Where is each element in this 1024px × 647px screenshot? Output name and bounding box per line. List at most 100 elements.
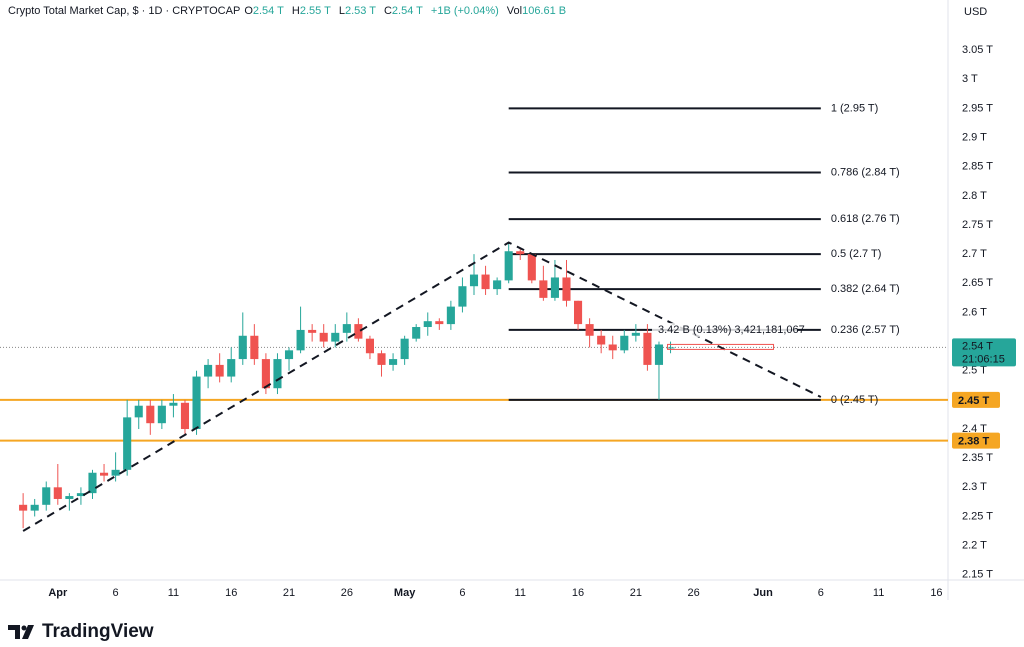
title: Crypto Total Market Cap, $ · 1D · CRYPTO…: [8, 5, 241, 17]
header-value: 2.54 T: [252, 5, 284, 17]
candle-body: [319, 332, 328, 342]
y-tick-label: 2.95 T: [962, 102, 993, 114]
candle-body: [134, 405, 143, 418]
x-tick-label: 6: [459, 587, 465, 599]
candle-body: [146, 405, 155, 424]
candle-body: [111, 469, 120, 476]
countdown: 21:06:15: [962, 353, 1005, 365]
y-tick-label: 2.5 T: [962, 365, 987, 377]
candle-body: [493, 280, 502, 290]
candle-body: [562, 277, 571, 301]
x-tick-label: 16: [930, 587, 942, 599]
candle-body: [76, 493, 85, 497]
candle-body: [19, 504, 28, 511]
brand: TradingView: [8, 621, 154, 643]
x-tick-label: 11: [168, 587, 179, 599]
x-tick-label: 26: [688, 587, 700, 599]
x-tick-label: 11: [515, 587, 526, 599]
candle-body: [620, 335, 629, 351]
fib-label: 0.382 (2.64 T): [831, 283, 900, 295]
header-value: 106.61 B: [522, 5, 567, 17]
brand-name: TradingView: [42, 621, 154, 642]
y-tick-label: 2.25 T: [962, 510, 993, 522]
candle-body: [666, 347, 675, 349]
candle-body: [284, 350, 294, 360]
plot: 3.05 T 3 T 2.95 T 2.9 T 2.85 T 2.8 T 2.75 T 2.7…: [0, 44, 1016, 599]
y-tick-label: 2.3 T: [962, 481, 987, 493]
y-tick-label: 3 T: [962, 73, 978, 85]
candle-body: [423, 321, 432, 328]
candle-body: [597, 335, 606, 345]
candle-body: [273, 359, 282, 389]
candle-body: [377, 353, 386, 365]
candle-body: [574, 300, 583, 325]
x-tick-label: 6: [113, 587, 119, 599]
candle-body: [308, 329, 317, 333]
y-tick-label: 2.9 T: [962, 131, 987, 143]
candle-body: [100, 472, 109, 476]
last-price-tag: [952, 338, 1016, 367]
y-tick-label: 2.15 T: [962, 569, 993, 581]
candle-body: [30, 504, 39, 511]
x-tick-label: 11: [873, 587, 884, 599]
fib-label: 0.236 (2.57 T): [831, 324, 900, 336]
header-value: 2.54 T: [391, 5, 423, 17]
measure-box: [667, 343, 775, 350]
currency: USD: [964, 6, 988, 18]
header-value: +1B (+0.04%): [430, 5, 499, 17]
x-tick-label: 21: [283, 587, 295, 599]
candle-body: [53, 487, 62, 499]
candle-body: [550, 277, 559, 298]
candle-body: [539, 280, 548, 298]
candle-body: [412, 327, 421, 339]
y-tick-label: 2.75 T: [962, 219, 993, 231]
candle-body: [180, 402, 190, 430]
candle-body: [527, 254, 536, 281]
fib-label: 1 (2.95 T): [831, 102, 879, 114]
candle-body: [227, 359, 236, 377]
y-tick-label: 2.7 T: [962, 248, 987, 260]
candle-body: [469, 274, 479, 287]
price-tag: [952, 432, 1000, 449]
y-tick-label: 2.85 T: [962, 161, 993, 173]
header-key: Vol: [506, 5, 523, 17]
candle-body: [250, 335, 259, 360]
fib-label: 0.786 (2.84 T): [831, 166, 900, 178]
candle-body: [365, 338, 374, 354]
x-tick-label: 16: [572, 587, 584, 599]
candle-body: [123, 417, 132, 470]
price-tag-label: 2.45 T: [958, 395, 989, 407]
candle-body: [458, 286, 467, 307]
x-tick-label: 26: [341, 587, 353, 599]
fib-label: 0.5 (2.7 T): [831, 248, 882, 260]
x-tick-label: 6: [818, 587, 824, 599]
header-value: 2.55 T: [299, 5, 331, 17]
candle-body: [204, 364, 213, 377]
candle-body: [435, 321, 444, 325]
header-key: O: [244, 5, 253, 17]
fib-label: 0 (2.45 T): [831, 394, 879, 406]
candle-body: [446, 306, 455, 325]
candle-body: [261, 359, 270, 389]
price-tag: [952, 391, 1000, 408]
last-price-label: 2.54 T: [962, 340, 993, 352]
y-tick-label: 2.65 T: [962, 277, 993, 289]
header: Crypto Total Market Cap, $ · 1D · CRYPTO…: [8, 5, 570, 17]
y-tick-label: 2.2 T: [962, 540, 987, 552]
x-tick-label: 21: [630, 587, 642, 599]
candle-body: [215, 364, 224, 377]
candle-body: [42, 487, 51, 505]
candle-body: [516, 251, 525, 255]
candle-body: [481, 274, 490, 290]
candle-body: [331, 332, 340, 342]
candle-body: [354, 324, 363, 339]
x-tick-label: May: [394, 587, 416, 599]
y-tick-label: 2.4 T: [962, 423, 987, 435]
y-tick-label: 2.8 T: [962, 190, 987, 202]
candle-body: [631, 332, 640, 336]
candle-body: [296, 329, 305, 351]
candle-body: [608, 344, 617, 351]
candle-body: [65, 496, 74, 499]
